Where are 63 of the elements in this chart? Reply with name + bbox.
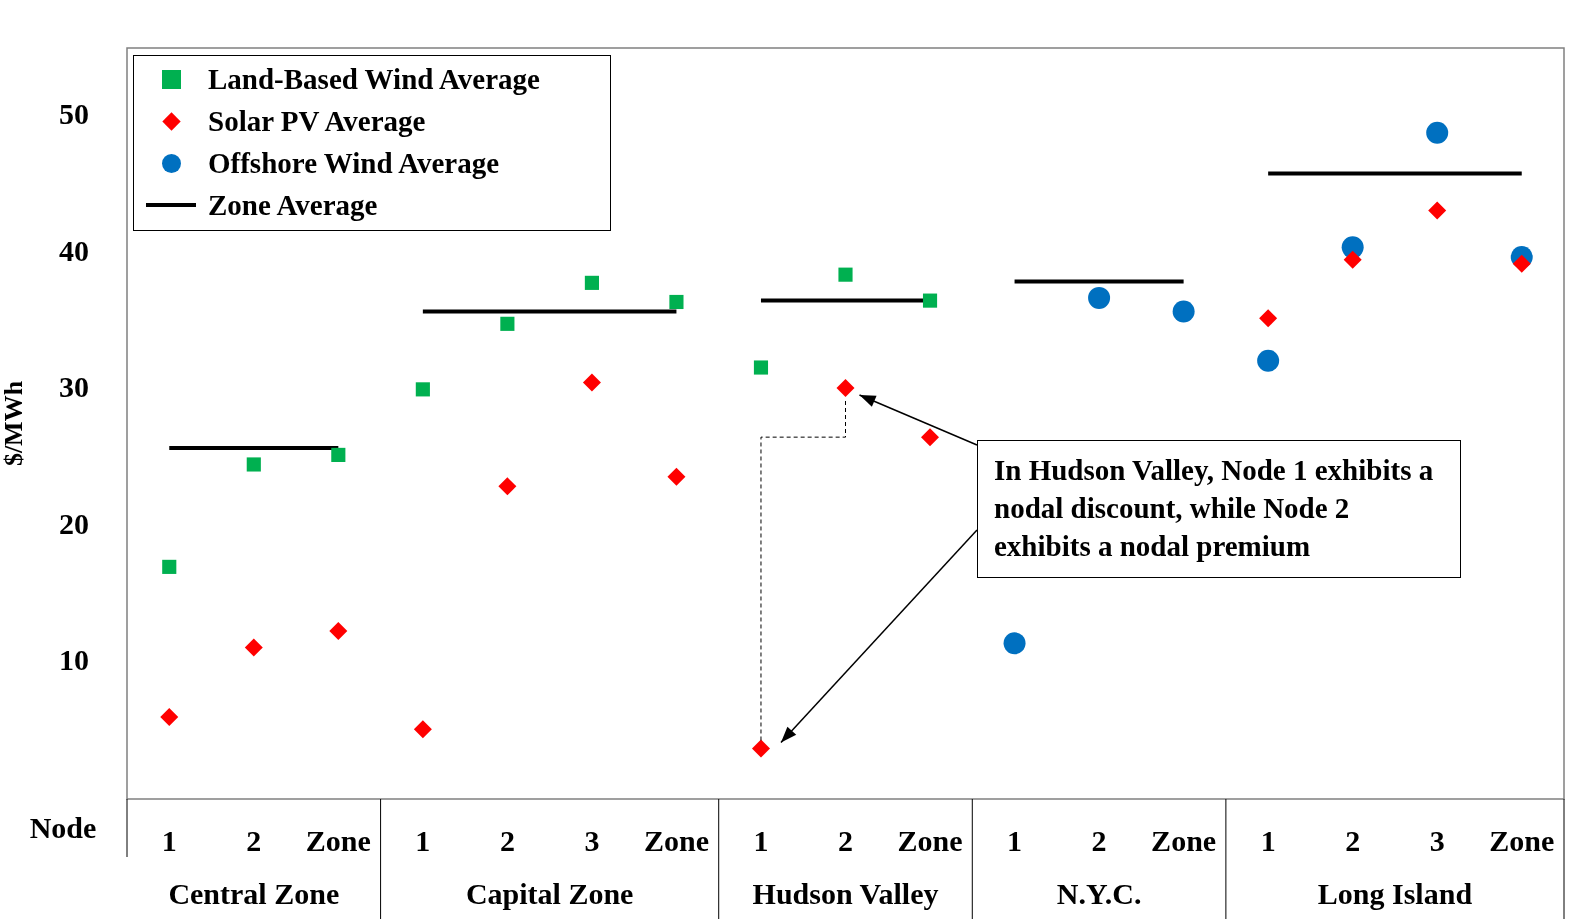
text: Hudson Valley (752, 876, 939, 910)
text: N.Y.C. (1056, 876, 1142, 910)
legend-label: Zone Average (208, 188, 378, 222)
point (331, 447, 346, 462)
annotation: In Hudson Valley, Node 1 exhibits a nodal discount, while Node 2 exhibits a nodal premium (977, 440, 1461, 578)
x-tick-label: 1 (415, 823, 431, 857)
y-tick-label: 50 (59, 97, 89, 131)
text: Long Island (1317, 876, 1473, 910)
x-tick-label: Zone (643, 823, 709, 857)
legend-label: Land-Based Wind Average (208, 62, 540, 96)
x-tick-label: 1 (1260, 823, 1276, 857)
point (246, 457, 261, 472)
point (751, 739, 770, 758)
point (836, 379, 855, 397)
point (582, 373, 601, 392)
point (415, 382, 430, 397)
point (498, 477, 517, 496)
point (667, 467, 686, 486)
text: Central Zone (168, 876, 340, 910)
point (1426, 121, 1449, 144)
x-tick-label: Zone (1151, 823, 1217, 857)
y-axis-title: $/MWh (0, 380, 29, 467)
point (669, 294, 684, 310)
text: Capital Zone (465, 876, 634, 910)
x-tick-label: 2 (1091, 823, 1107, 857)
point (160, 708, 179, 727)
x-tick-label: 2 (246, 823, 262, 857)
point (1003, 632, 1026, 655)
point (413, 720, 432, 739)
x-tick-label: Zone (305, 823, 371, 857)
x-tick-label: 3 (1429, 823, 1445, 857)
y-tick-label: 10 (59, 643, 89, 677)
point (329, 622, 348, 641)
x-tick-label: 2 (838, 823, 853, 857)
point (1257, 349, 1280, 372)
x-tick-label: 2 (1345, 823, 1361, 857)
point (838, 267, 853, 282)
point (753, 360, 769, 375)
legend-label: Offshore Wind Average (208, 146, 500, 180)
point (1172, 300, 1195, 323)
point (1512, 254, 1531, 273)
x-tick-label: Zone (897, 823, 963, 857)
point (1088, 286, 1111, 309)
x-tick-label: 1 (753, 823, 769, 857)
point (1259, 309, 1278, 328)
x-tick-label: 1 (161, 823, 177, 857)
point (922, 293, 938, 308)
point (500, 316, 515, 331)
point (244, 638, 263, 657)
point (1343, 250, 1362, 269)
y-tick-label: 40 (59, 233, 89, 267)
x-tick-label: Zone (1489, 823, 1555, 857)
x-tick-label: 3 (584, 823, 600, 857)
y-tick-label: 20 (59, 506, 89, 540)
x-axis-title: Node (29, 810, 97, 844)
legend-label: Solar PV Average (208, 104, 426, 138)
x-tick-label: 2 (499, 823, 515, 857)
point (584, 275, 599, 290)
y-tick-label: 30 (59, 370, 89, 404)
point (1428, 201, 1447, 220)
point (921, 428, 940, 447)
x-tick-label: 1 (1007, 823, 1023, 857)
point (162, 559, 177, 574)
